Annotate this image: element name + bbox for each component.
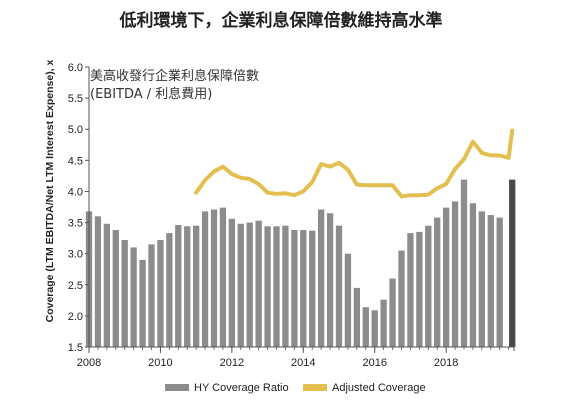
bar [416, 231, 423, 347]
bar [434, 217, 441, 347]
y-ticks: 1.5 2.0 2.5 3.0 3.5 4.0 4.5 5.0 5.5 6.0 [68, 62, 89, 354]
adjusted-coverage-line [194, 128, 515, 199]
y-tick-label: 3.5 [68, 218, 83, 230]
bar [139, 259, 146, 347]
y-axis-label: Coverage (LTM EBITDA/Net LTM Interest Ex… [44, 59, 56, 322]
bar [389, 278, 396, 347]
bar [121, 239, 128, 347]
bar [451, 201, 459, 347]
bar [148, 244, 155, 347]
bar [255, 220, 262, 347]
legend-line-swatch [303, 384, 327, 391]
x-tick-label: 2012 [220, 357, 244, 369]
bar [407, 233, 414, 347]
bar [380, 299, 387, 347]
bar [184, 226, 191, 347]
y-tick-label: 1.5 [68, 342, 83, 354]
bar [509, 179, 516, 347]
x-tick-label: 2018 [434, 357, 458, 369]
bar [469, 203, 477, 347]
x-tick-label: 2008 [77, 357, 101, 369]
bar [210, 209, 218, 347]
bar [112, 230, 119, 347]
bar [103, 223, 111, 347]
bar [371, 310, 378, 347]
bar [273, 226, 280, 347]
bar [291, 230, 298, 347]
y-tick-label: 3.0 [68, 249, 83, 261]
bar-series [85, 179, 516, 347]
bar [362, 307, 369, 347]
chart-subtitle-line1: 美高收發行企業利息保障倍數 [90, 68, 259, 84]
x-ticks: 2008 2010 2012 2014 2016 2018 [77, 347, 515, 369]
bar [201, 211, 209, 347]
y-tick-label: 2.5 [68, 280, 83, 292]
bar [353, 287, 361, 347]
bar [282, 225, 289, 347]
bar [94, 216, 102, 347]
legend-bar-swatch [165, 384, 189, 391]
y-tick-label: 5.0 [68, 124, 83, 136]
legend: HY Coverage Ratio Adjusted Coverage [165, 382, 426, 394]
bar [460, 179, 468, 347]
legend-line-label: Adjusted Coverage [332, 382, 426, 394]
bar [130, 247, 137, 347]
bar [398, 250, 405, 347]
bar [192, 225, 200, 347]
bar [175, 225, 182, 347]
bar [335, 225, 343, 347]
bar [166, 233, 173, 347]
bar [246, 222, 253, 347]
chart-subtitle-line2: (EBITDA / 利息費用) [90, 86, 212, 102]
bar [228, 218, 236, 347]
bar [326, 213, 334, 347]
bar [487, 215, 494, 347]
y-tick-label: 2.0 [68, 311, 83, 323]
bar [309, 230, 316, 347]
x-tick-label: 2014 [291, 357, 315, 369]
chart-title: 低利環境下，企業利息保障倍數維持高水準 [119, 11, 443, 31]
y-tick-label: 4.0 [68, 186, 83, 198]
y-tick-label: 5.5 [68, 93, 83, 105]
bar [300, 230, 307, 347]
bar [442, 207, 450, 347]
bar [425, 225, 432, 347]
bar [478, 211, 486, 347]
x-tick-label: 2010 [148, 357, 172, 369]
bar [317, 209, 325, 347]
bar [496, 217, 503, 347]
bar [344, 253, 352, 347]
bar [264, 226, 271, 347]
y-tick-label: 6.0 [68, 62, 83, 74]
legend-bar-label: HY Coverage Ratio [194, 382, 289, 394]
x-tick-label: 2016 [362, 357, 386, 369]
y-tick-label: 4.5 [68, 155, 83, 167]
bar [157, 239, 164, 347]
bar [237, 223, 244, 347]
bar [219, 207, 227, 347]
